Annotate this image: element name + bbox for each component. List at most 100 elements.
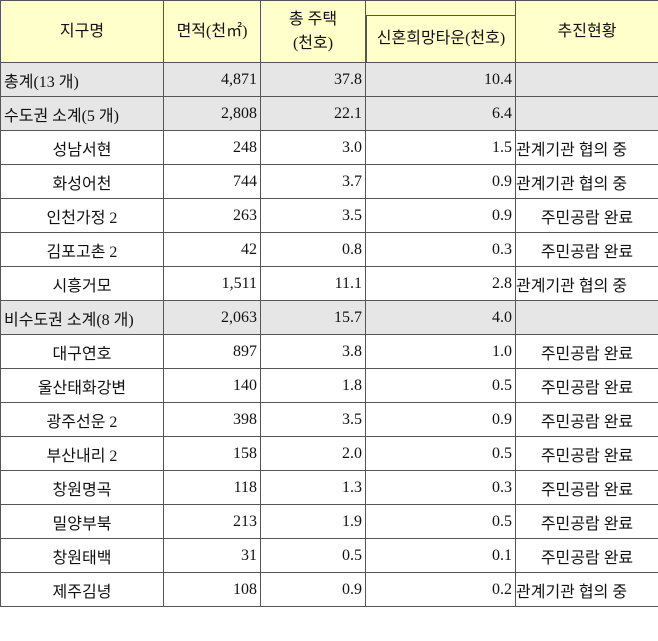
table-cell: 주민공람 완료 — [515, 504, 658, 539]
table-cell: 11.1 — [260, 266, 366, 301]
table-cell: 창원태백 — [0, 538, 164, 573]
table-cell: 김포고촌 2 — [0, 232, 164, 267]
table-cell: 1.0 — [365, 334, 516, 369]
table-cell: 22.1 — [260, 96, 366, 131]
table-cell: 3.5 — [260, 402, 366, 437]
table-row: 대구연호 897 3.8 1.0 주민공람 완료 — [0, 334, 658, 369]
table-cell: 2,063 — [163, 300, 261, 335]
header-cell: 지구명 — [0, 0, 164, 63]
table-cell: 2,808 — [163, 96, 261, 131]
table-row: 시흥거모 1,511 11.1 2.8 관계기관 협의 중 — [0, 266, 658, 301]
table-cell: 158 — [163, 436, 261, 471]
table-cell: 118 — [163, 470, 261, 505]
table-row: 화성어천 744 3.7 0.9 관계기관 협의 중 — [0, 164, 658, 199]
table-row: 비수도권 소계(8 개) 2,063 15.7 4.0 — [0, 300, 658, 335]
table-cell: 관계기관 협의 중 — [515, 572, 658, 607]
header-cell: 총 주택 (천호) — [260, 0, 366, 63]
table-cell: 관계기관 협의 중 — [515, 266, 658, 301]
table-cell: 2.0 — [260, 436, 366, 471]
table-cell: 비수도권 소계(8 개) — [0, 300, 164, 335]
table-cell: 성남서현 — [0, 130, 164, 165]
table-cell: 0.5 — [365, 504, 516, 539]
header-row: 지구명 면적(천㎡) 총 주택 (천호) 신혼희망타운(천호) 추진현황 — [0, 0, 658, 63]
table-cell: 3.8 — [260, 334, 366, 369]
table-cell: 0.5 — [365, 436, 516, 471]
table-row: 수도권 소계(5 개) 2,808 22.1 6.4 — [0, 96, 658, 131]
table-row: 울산태화강변 140 1.8 0.5 주민공람 완료 — [0, 368, 658, 403]
table-cell: 주민공람 완료 — [515, 402, 658, 437]
table-cell: 수도권 소계(5 개) — [0, 96, 164, 131]
table-cell: 2.8 — [365, 266, 516, 301]
header-cell: 추진현황 — [515, 0, 658, 63]
table-cell: 관계기관 협의 중 — [515, 130, 658, 165]
table-cell: 0.9 — [365, 198, 516, 233]
table-cell: 관계기관 협의 중 — [515, 164, 658, 199]
table-cell: 0.2 — [365, 572, 516, 607]
table-cell: 1.3 — [260, 470, 366, 505]
table-cell: 1.5 — [365, 130, 516, 165]
table-cell: 주민공람 완료 — [515, 334, 658, 369]
table-cell: 6.4 — [365, 96, 516, 131]
table-cell: 0.1 — [365, 538, 516, 573]
table-cell: 총계(13 개) — [0, 62, 164, 97]
data-table: 지구명 면적(천㎡) 총 주택 (천호) 신혼희망타운(천호) 추진현황 총계(13 개)… — [0, 0, 658, 607]
table-cell: 4.0 — [365, 300, 516, 335]
table-cell: 0.9 — [365, 402, 516, 437]
table-row: 광주선운 2 398 3.5 0.9 주민공람 완료 — [0, 402, 658, 437]
table-row: 부산내리 2 158 2.0 0.5 주민공람 완료 — [0, 436, 658, 471]
table-cell: 주민공람 완료 — [515, 470, 658, 505]
header-line: 총 주택 — [288, 10, 338, 28]
table-cell: 3.5 — [260, 198, 366, 233]
header-cell: 신혼희망타운(천호) — [365, 0, 516, 63]
table-cell: 248 — [163, 130, 261, 165]
table-cell: 0.3 — [365, 470, 516, 505]
table-row: 밀양부북 213 1.9 0.5 주민공람 완료 — [0, 504, 658, 539]
table-cell: 10.4 — [365, 62, 516, 97]
table-cell: 108 — [163, 572, 261, 607]
table-cell — [515, 300, 658, 335]
table-cell: 밀양부북 — [0, 504, 164, 539]
table-cell: 주민공람 완료 — [515, 232, 658, 267]
table-cell: 4,871 — [163, 62, 261, 97]
table-cell: 대구연호 — [0, 334, 164, 369]
table-row: 성남서현 248 3.0 1.5 관계기관 협의 중 — [0, 130, 658, 165]
table-cell: 0.5 — [365, 368, 516, 403]
header-line: (천호) — [292, 34, 334, 52]
table-cell: 3.7 — [260, 164, 366, 199]
table-cell: 0.3 — [365, 232, 516, 267]
table-row: 인천가정 2 263 3.5 0.9 주민공람 완료 — [0, 198, 658, 233]
table-cell: 398 — [163, 402, 261, 437]
table-cell: 0.9 — [365, 164, 516, 199]
header-text: 신혼희망타운(천호) — [366, 15, 515, 62]
table-row: 제주김녕 108 0.9 0.2 관계기관 협의 중 — [0, 572, 658, 607]
table-cell: 42 — [163, 232, 261, 267]
table-cell: 213 — [163, 504, 261, 539]
table-cell: 창원명곡 — [0, 470, 164, 505]
table-row: 총계(13 개) 4,871 37.8 10.4 — [0, 62, 658, 97]
table-cell: 3.0 — [260, 130, 366, 165]
table-cell: 화성어천 — [0, 164, 164, 199]
table-cell: 744 — [163, 164, 261, 199]
table-cell: 울산태화강변 — [0, 368, 164, 403]
table-cell: 1,511 — [163, 266, 261, 301]
table-row: 창원명곡 118 1.3 0.3 주민공람 완료 — [0, 470, 658, 505]
table-cell: 140 — [163, 368, 261, 403]
table-cell: 0.5 — [260, 538, 366, 573]
table-cell: 37.8 — [260, 62, 366, 97]
table-cell — [515, 96, 658, 131]
table-cell: 광주선운 2 — [0, 402, 164, 437]
table-cell: 시흥거모 — [0, 266, 164, 301]
table-cell: 인천가정 2 — [0, 198, 164, 233]
table-cell: 263 — [163, 198, 261, 233]
table-cell: 주민공람 완료 — [515, 538, 658, 573]
table-cell: 15.7 — [260, 300, 366, 335]
table-cell: 제주김녕 — [0, 572, 164, 607]
table-row: 창원태백 31 0.5 0.1 주민공람 완료 — [0, 538, 658, 573]
table-cell — [515, 62, 658, 97]
table-cell: 주민공람 완료 — [515, 436, 658, 471]
table-cell: 주민공람 완료 — [515, 368, 658, 403]
table-cell: 897 — [163, 334, 261, 369]
table-cell: 부산내리 2 — [0, 436, 164, 471]
table-cell: 1.8 — [260, 368, 366, 403]
